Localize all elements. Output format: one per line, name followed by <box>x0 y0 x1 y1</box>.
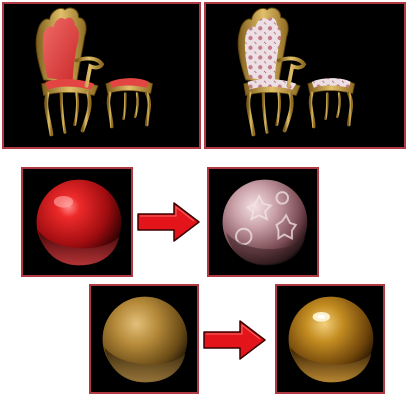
red-sphere-image <box>23 169 131 275</box>
red-sphere-before-panel <box>21 167 133 277</box>
glossy-gold-sphere-image <box>277 286 383 392</box>
patterned-sphere-image <box>209 169 317 275</box>
dull-gold-sphere-image <box>91 286 197 392</box>
patterned-sphere-after-panel <box>207 167 319 277</box>
right-arrow-icon <box>137 202 200 242</box>
chair-render-after-panel <box>204 2 406 149</box>
gold-transform-arrow <box>202 318 268 362</box>
gold-sphere-before-panel <box>89 284 199 394</box>
gold-sphere-after-panel <box>275 284 385 394</box>
red-transform-arrow <box>136 200 202 244</box>
chair-render-patterned-image <box>206 4 404 147</box>
right-arrow-icon <box>203 320 266 360</box>
chair-render-before-panel <box>2 2 201 149</box>
chair-render-red-image <box>4 4 199 147</box>
